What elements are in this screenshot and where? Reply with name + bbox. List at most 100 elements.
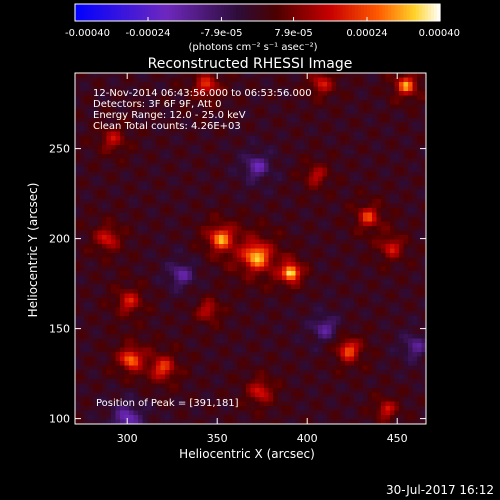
heatmap-pixel [174,95,179,101]
heatmap-pixel [367,73,373,78]
heatmap-pixel [300,239,305,245]
heatmap-pixel [273,203,278,209]
heatmap-pixel [354,280,359,285]
heatmap-pixel [322,235,328,240]
heatmap-pixel [205,257,211,263]
heatmap-pixel [88,95,94,101]
heatmap-pixel [403,118,409,123]
heatmap-pixel [79,208,85,213]
heatmap-pixel [313,122,319,128]
heatmap-pixel [358,284,364,290]
heatmap-pixel [412,82,418,87]
heatmap-pixel [250,329,256,335]
heatmap-pixel [219,109,224,114]
heatmap-pixel [192,154,197,159]
heatmap-pixel [133,302,139,308]
heatmap-pixel [201,185,206,191]
heatmap-pixel [142,131,148,137]
heatmap-pixel [241,163,247,168]
heatmap-pixel [232,311,238,317]
heatmap-pixel [228,235,233,240]
heatmap-pixel [363,86,368,92]
heatmap-pixel [250,307,256,312]
heatmap-pixel [124,293,130,299]
heatmap-pixel [160,275,166,281]
heatmap-pixel [165,239,170,245]
heatmap-pixel [412,307,418,312]
heatmap-pixel [394,253,400,258]
heatmap-pixel [142,298,148,303]
heatmap-pixel [354,145,359,150]
heatmap-pixel [151,298,157,303]
heatmap-pixel [403,226,409,231]
heatmap-pixel [196,230,202,236]
heatmap-pixel [246,172,251,177]
heatmap-pixel [88,100,94,105]
heatmap-pixel [408,172,413,177]
heatmap-pixel [151,226,157,231]
heatmap-pixel [196,311,202,317]
heatmap-pixel [241,140,247,146]
heatmap-pixel [196,113,202,119]
heatmap-pixel [295,316,301,321]
heatmap-pixel [129,122,134,128]
heatmap-pixel [403,325,409,330]
heatmap-pixel [403,136,409,141]
heatmap-pixel [309,194,314,200]
heatmap-pixel [205,109,211,114]
heatmap-pixel [169,239,175,245]
heatmap-pixel [399,221,404,227]
heatmap-pixel [372,271,377,276]
heatmap-pixel [291,100,296,105]
heatmap-pixel [88,298,94,303]
colorbar-segment [306,4,310,21]
heatmap-pixel [381,253,386,258]
heatmap-pixel [250,235,256,240]
heatmap-pixel [151,289,157,294]
heatmap-pixel [183,352,188,357]
heatmap-pixel [210,293,215,299]
heatmap-pixel [88,244,94,249]
heatmap-pixel [399,82,404,87]
heatmap-pixel [183,122,188,128]
heatmap-pixel [286,154,292,159]
heatmap-pixel [340,194,346,200]
heatmap-pixel [381,226,386,231]
heatmap-pixel [313,167,319,173]
heatmap-pixel [183,172,188,177]
heatmap-pixel [120,118,125,123]
heatmap-pixel [376,176,382,182]
heatmap-pixel [160,320,166,326]
heatmap-pixel [300,194,305,200]
heatmap-pixel [309,118,314,123]
heatmap-pixel [259,136,265,141]
heatmap-pixel [228,266,233,272]
heatmap-pixel [205,293,211,299]
colorbar-segment [263,4,268,21]
heatmap-pixel [354,226,359,231]
heatmap-pixel [223,244,229,249]
heatmap-pixel [79,86,85,92]
heatmap-pixel [174,199,179,204]
heatmap-pixel [79,293,85,299]
heatmap-pixel [79,244,85,249]
heatmap-pixel [286,271,292,276]
heatmap-pixel [205,334,211,339]
heatmap-pixel [385,131,391,137]
heatmap-pixel [115,239,121,245]
heatmap-pixel [300,91,305,96]
heatmap-pixel [390,329,395,335]
heatmap-pixel [358,185,364,191]
heatmap-pixel [93,280,98,285]
heatmap-pixel [417,118,422,123]
heatmap-pixel [241,316,247,321]
heatmap-pixel [111,311,116,317]
heatmap-pixel [228,127,233,132]
heatmap-pixel [106,212,112,218]
heatmap-pixel [345,266,350,272]
heatmap-pixel [412,271,418,276]
heatmap-pixel [273,284,278,290]
heatmap-pixel [309,154,314,159]
heatmap-pixel [345,289,350,294]
heatmap-pixel [84,185,89,191]
